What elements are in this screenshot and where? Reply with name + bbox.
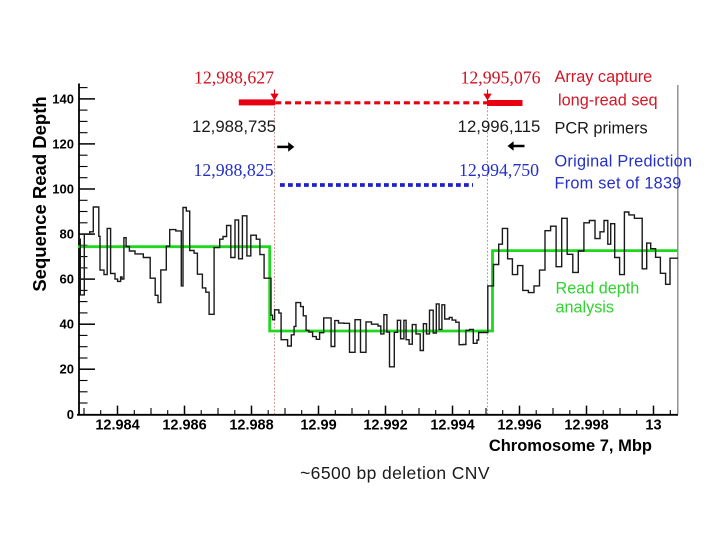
svg-text:12.984: 12.984 [95, 418, 139, 434]
svg-text:analysis: analysis [556, 299, 614, 317]
svg-text:140: 140 [52, 91, 74, 106]
svg-text:12.994: 12.994 [430, 418, 474, 434]
svg-text:12,988,825: 12,988,825 [193, 160, 273, 180]
svg-text:80: 80 [60, 227, 74, 242]
svg-text:12,994,750: 12,994,750 [459, 160, 539, 180]
svg-text:~6500 bp deletion CNV: ~6500 bp deletion CNV [300, 463, 490, 483]
svg-text:12,996,115: 12,996,115 [458, 117, 541, 136]
svg-text:12,995,076: 12,995,076 [460, 68, 540, 88]
svg-text:20: 20 [60, 362, 74, 377]
svg-text:Original Prediction: Original Prediction [555, 153, 693, 171]
svg-text:Read depth: Read depth [556, 280, 640, 298]
svg-text:From set of 1839: From set of 1839 [555, 175, 682, 193]
svg-text:0: 0 [67, 407, 74, 422]
svg-text:long-read seq: long-read seq [558, 92, 658, 110]
svg-text:100: 100 [52, 182, 74, 197]
svg-text:Chromosome 7, Mbp: Chromosome 7, Mbp [489, 437, 652, 455]
svg-text:12,988,627: 12,988,627 [194, 68, 274, 88]
svg-text:120: 120 [52, 136, 74, 151]
svg-text:12,988,735: 12,988,735 [192, 117, 276, 136]
svg-text:60: 60 [60, 272, 74, 287]
svg-text:12.992: 12.992 [363, 418, 407, 434]
svg-text:12.996: 12.996 [497, 418, 541, 434]
svg-text:Sequence Read Depth: Sequence Read Depth [29, 96, 50, 291]
svg-text:12.998: 12.998 [564, 418, 608, 434]
svg-text:Array capture: Array capture [555, 68, 653, 86]
svg-text:12.988: 12.988 [229, 418, 273, 434]
svg-text:12.986: 12.986 [162, 418, 206, 434]
svg-text:13: 13 [645, 418, 661, 434]
svg-text:PCR primers: PCR primers [555, 120, 648, 138]
svg-text:12.99: 12.99 [300, 418, 336, 434]
svg-text:40: 40 [60, 317, 74, 332]
